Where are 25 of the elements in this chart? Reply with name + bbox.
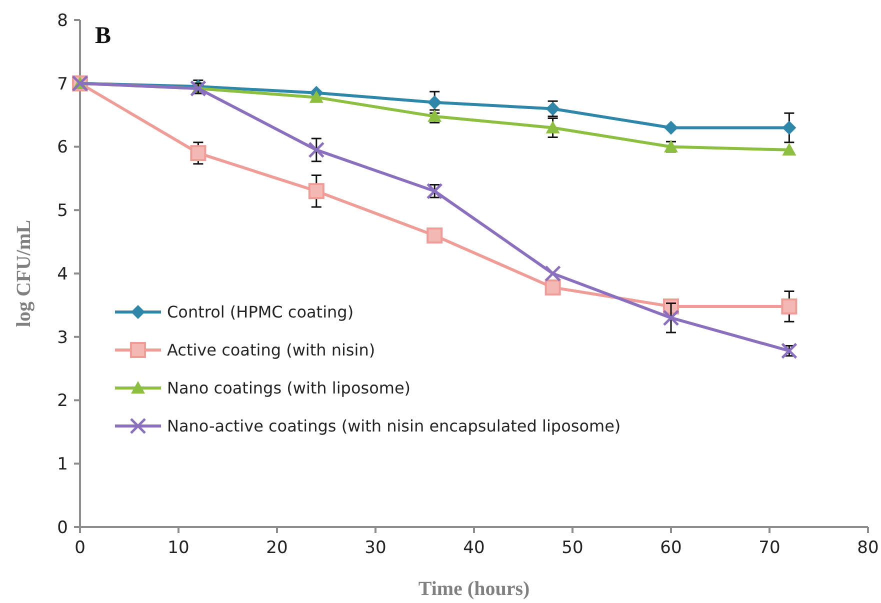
x-tick-label: 20 bbox=[266, 538, 288, 558]
x-tick-label: 50 bbox=[562, 538, 584, 558]
x-tick-label: 10 bbox=[168, 538, 190, 558]
x-tick-label: 0 bbox=[74, 538, 86, 558]
x-tick-label: 30 bbox=[364, 538, 386, 558]
x-axis-title: Time (hours) bbox=[418, 578, 530, 600]
y-tick-label: 0 bbox=[57, 518, 68, 538]
x-tick-label: 70 bbox=[758, 538, 780, 558]
y-tick-label: 8 bbox=[57, 10, 68, 31]
x-tick-label: 80 bbox=[857, 538, 879, 558]
y-tick-label: 5 bbox=[57, 201, 68, 222]
x-tick-label: 40 bbox=[463, 538, 485, 558]
annotation: B bbox=[95, 23, 112, 49]
legend-label: Active coating (with nisin) bbox=[167, 340, 376, 360]
y-tick-label: 4 bbox=[57, 264, 68, 284]
y-tick-label: 2 bbox=[57, 391, 68, 412]
y-tick-label: 1 bbox=[57, 454, 68, 475]
legend-label: Control (HPMC coating) bbox=[167, 302, 354, 322]
legend-label: Nano coatings (with liposome) bbox=[167, 378, 411, 398]
legend-label: Nano-active coatings (with nisin encapsulated liposome) bbox=[167, 416, 621, 436]
y-axis-title: log CFU/mL bbox=[13, 220, 35, 328]
y-tick-label: 7 bbox=[57, 74, 68, 94]
x-tick-label: 60 bbox=[660, 538, 682, 558]
y-tick-label: 3 bbox=[57, 328, 68, 348]
y-tick-label: 6 bbox=[57, 138, 68, 158]
